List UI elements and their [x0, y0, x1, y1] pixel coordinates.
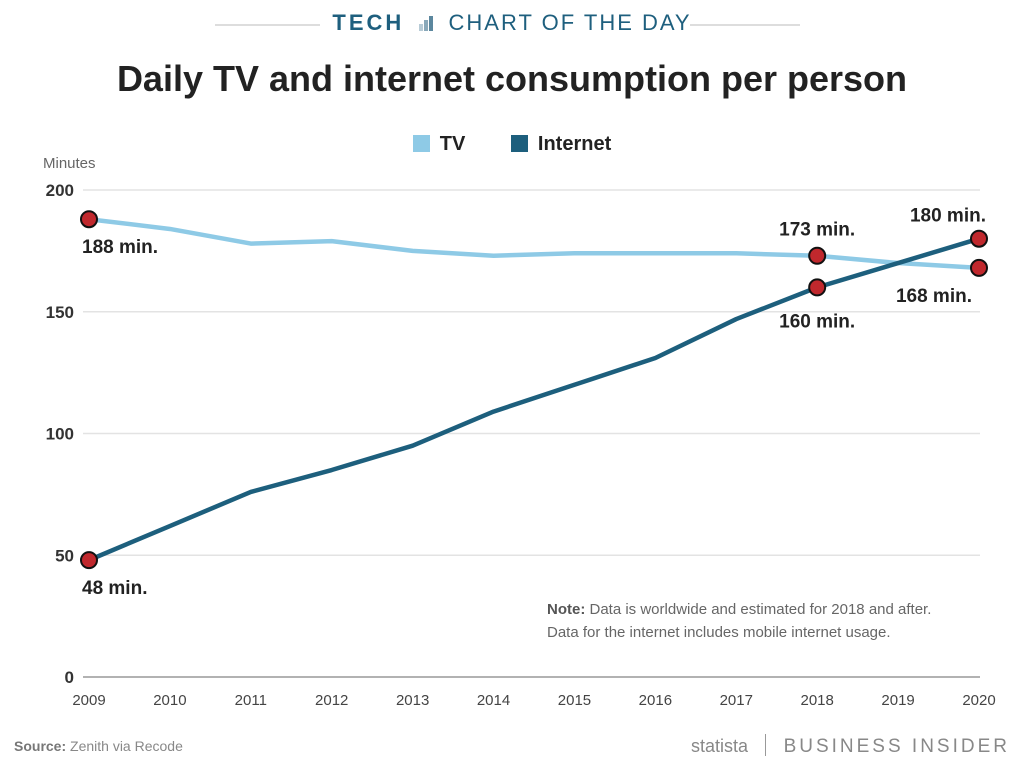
legend-swatch [510, 135, 528, 152]
data-label: 173 min. [779, 220, 855, 241]
y-tick-label: 200 [46, 181, 74, 200]
legend-label: TV [439, 133, 466, 155]
data-label: 160 min. [779, 311, 855, 332]
x-tick-label: 2018 [800, 692, 833, 709]
brand-logos: statista BUSINESS INSIDER [691, 734, 1010, 758]
x-tick-label: 2011 [235, 692, 267, 709]
legend-label: Internet [537, 133, 612, 155]
divider [765, 734, 767, 756]
x-tick-label: 2016 [639, 692, 672, 709]
divider [690, 24, 800, 26]
data-label: 180 min. [910, 206, 986, 227]
kicker-text: CHART OF THE DAY [448, 10, 692, 35]
x-tick-label: 2009 [72, 692, 105, 709]
y-tick-label: 50 [55, 546, 74, 565]
y-tick-label: 150 [46, 303, 74, 322]
statista-logo: statista [690, 736, 748, 756]
banner: TECH CHART OF THE DAY [0, 10, 1024, 36]
source-text: Zenith via Recode [70, 738, 183, 754]
y-tick-label: 100 [46, 425, 74, 444]
chart-title: Daily TV and internet consumption per pe… [116, 58, 908, 99]
x-tick-label: 2010 [153, 692, 186, 709]
data-label: 188 min. [82, 237, 158, 258]
y-tick-label: 0 [65, 668, 74, 687]
data-marker [970, 258, 988, 277]
bar-chart-icon [419, 16, 434, 31]
legend-item-tv: TV [412, 133, 466, 155]
x-tick-label: 2020 [962, 692, 995, 709]
note-label: Note: [547, 601, 586, 618]
x-tick-label: 2012 [315, 692, 348, 709]
y-axis-label: Minutes [43, 155, 96, 172]
x-tick-label: 2019 [881, 692, 914, 709]
note: Note: Data is worldwide and estimated fo… [547, 598, 931, 644]
x-tick-label: 2014 [477, 692, 510, 709]
data-marker [808, 278, 827, 297]
x-tick-label: 2013 [396, 692, 429, 709]
data-marker [80, 551, 98, 570]
note-line2: Data for the internet includes mobile in… [547, 624, 891, 641]
data-marker [80, 210, 98, 229]
series-line-tv [88, 216, 980, 271]
kicker-tech: TECH [332, 10, 405, 35]
business-insider-logo: BUSINESS INSIDER [783, 736, 1010, 757]
data-marker [808, 246, 827, 265]
x-tick-label: 2017 [720, 692, 753, 709]
divider [215, 24, 320, 26]
series-line-internet [88, 236, 980, 563]
legend: TV Internet [0, 133, 1024, 156]
source-label: Source: [14, 738, 67, 754]
note-line1: Data is worldwide and estimated for 2018… [589, 601, 932, 618]
source: Source: Zenith via Recode [14, 738, 183, 754]
legend-item-internet: Internet [510, 133, 612, 155]
x-tick-label: 2015 [558, 692, 591, 709]
data-label: 48 min. [82, 578, 147, 599]
data-marker [970, 229, 988, 248]
data-label: 168 min. [896, 286, 972, 307]
legend-swatch [412, 135, 430, 152]
